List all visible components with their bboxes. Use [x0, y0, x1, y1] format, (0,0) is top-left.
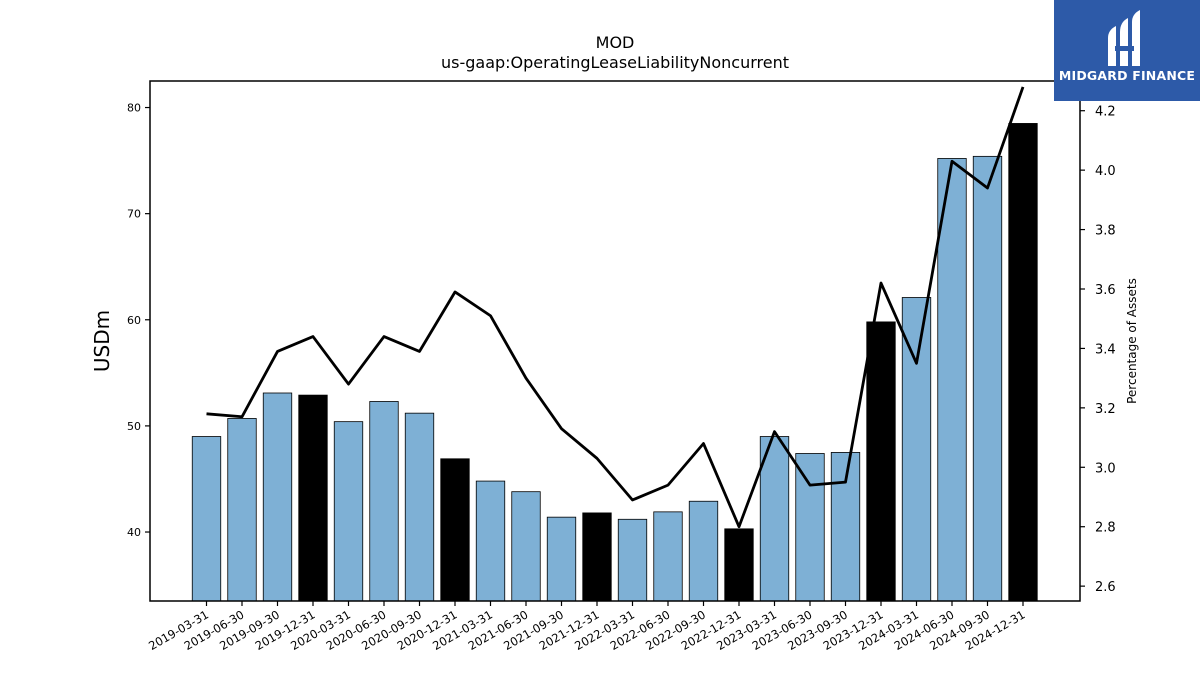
bar-2022-12-31: [724, 528, 754, 602]
y2-tick-label: 2.8: [1095, 521, 1116, 536]
left-axis: 40 50 60 70 80: [127, 102, 150, 539]
midgard-logo-icon: [1108, 10, 1140, 66]
bar-2021-03-31: [475, 480, 506, 602]
bar-2023-03-31: [759, 436, 790, 602]
bar-2024-12-31: [1008, 123, 1038, 602]
bar-2021-09-30: [546, 516, 577, 602]
bar-2020-09-30: [404, 412, 435, 602]
bar-series: [191, 123, 1038, 602]
y-tick-label: 50: [127, 420, 141, 433]
bar-2024-09-30: [972, 155, 1003, 602]
bar-2024-06-30: [937, 158, 967, 602]
chart-title: MOD: [596, 33, 635, 52]
bar-2020-06-30: [369, 401, 399, 602]
bar-2024-03-31: [901, 297, 932, 602]
x-axis: 2019-03-312019-06-302019-09-302019-12-31…: [146, 601, 1028, 653]
y-tick-label: 70: [127, 208, 141, 221]
bar-2023-12-31: [866, 321, 896, 602]
bar-2019-09-30: [262, 392, 293, 602]
y2-tick-label: 3.8: [1095, 224, 1116, 239]
y2-tick-label: 4.0: [1095, 164, 1116, 179]
chart-subtitle: us-gaap:OperatingLeaseLiabilityNoncurren…: [441, 53, 789, 72]
y2-tick-label: 3.2: [1095, 402, 1116, 417]
bar-2023-06-30: [795, 453, 825, 602]
bar-2020-03-31: [333, 421, 364, 602]
bar-2019-03-31: [191, 436, 222, 602]
bar-2022-03-31: [617, 518, 648, 602]
y2-axis-label: Percentage of Assets: [1125, 278, 1139, 404]
percentage-line: [206, 86, 1025, 529]
bar-2019-12-31: [298, 394, 328, 602]
y-axis-label: USDm: [90, 310, 114, 372]
bar-2019-06-30: [227, 418, 257, 602]
y-tick-label: 40: [127, 526, 141, 539]
brand-logo: MIDGARD FINANCE: [1054, 0, 1200, 101]
y2-tick-label: 3.6: [1095, 283, 1116, 298]
brand-name: MIDGARD FINANCE: [1058, 68, 1196, 83]
bar-2021-12-31: [582, 512, 612, 602]
right-axis: 2.6 2.8 3.0 3.2 3.4 3.6 3.8 4.0 4.2: [1080, 105, 1116, 595]
bar-2020-12-31: [440, 458, 470, 602]
bar-2022-06-30: [653, 511, 683, 602]
y2-tick-label: 4.2: [1095, 105, 1116, 120]
bar-2022-09-30: [688, 500, 719, 602]
y-tick-label: 60: [127, 314, 141, 327]
y2-tick-label: 2.6: [1095, 580, 1116, 595]
y2-tick-label: 3.4: [1095, 342, 1116, 357]
plot-frame: [149, 80, 1081, 602]
bar-2021-06-30: [511, 491, 541, 602]
y2-tick-label: 3.0: [1095, 461, 1116, 476]
y-tick-label: 80: [127, 102, 141, 115]
